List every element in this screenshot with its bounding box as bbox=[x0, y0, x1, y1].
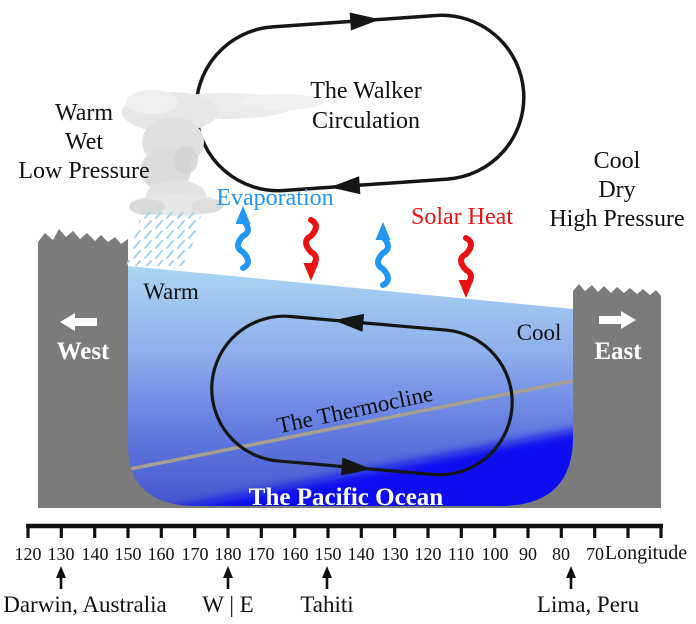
ocean-loop-west-arrow-icon bbox=[333, 313, 365, 332]
east-label: East bbox=[594, 338, 642, 365]
tick-label: 180 bbox=[214, 544, 242, 564]
west-condition-line: Wet bbox=[64, 129, 104, 155]
marker-label-dateline: W | E bbox=[202, 592, 254, 617]
solar-heat-arrow-icon bbox=[458, 235, 474, 298]
west-condition-line: Warm bbox=[54, 100, 114, 126]
evaporation-arrow-icon bbox=[375, 222, 391, 288]
tick-label: 120 bbox=[14, 544, 42, 564]
tick-label: 70 bbox=[586, 544, 604, 564]
tick-label: 120 bbox=[414, 544, 442, 564]
marker-arrow-icon bbox=[223, 566, 233, 589]
west-arrow-icon bbox=[60, 313, 97, 331]
west-condition-line: Low Pressure bbox=[18, 158, 150, 184]
cool-water-label: Cool bbox=[516, 320, 562, 345]
west-landmass bbox=[38, 229, 128, 508]
walker-circulation-loop bbox=[194, 12, 526, 195]
warm-water-label: Warm bbox=[143, 279, 199, 304]
longitude-axis-ruler bbox=[26, 523, 663, 538]
walker-title-line: Circulation bbox=[312, 108, 420, 134]
marker-label-darwin: Darwin, Australia bbox=[3, 592, 167, 617]
walker-circulation-label: The Walker Circulation bbox=[310, 76, 422, 136]
tick-label: 90 bbox=[519, 544, 537, 564]
marker-arrow-icon bbox=[56, 566, 66, 589]
east-conditions-label: Cool Dry High Pressure bbox=[549, 147, 684, 234]
marker-label-tahiti: Tahiti bbox=[300, 592, 354, 617]
solar-heat-label: Solar Heat bbox=[411, 204, 513, 230]
tick-label: 160 bbox=[281, 544, 309, 564]
east-condition-line: High Pressure bbox=[549, 206, 685, 232]
tick-label: 130 bbox=[47, 544, 75, 564]
tick-label: 80 bbox=[552, 544, 570, 564]
solar-heat-arrow-icon bbox=[303, 217, 319, 281]
evaporation-arrow-icon bbox=[235, 206, 251, 271]
tick-label: 170 bbox=[181, 544, 209, 564]
tick-label: 110 bbox=[447, 544, 475, 564]
tick-label: 140 bbox=[81, 544, 109, 564]
east-condition-line: Dry bbox=[598, 177, 636, 203]
walker-title-line: The Walker bbox=[310, 78, 422, 104]
marker-arrow-icon bbox=[566, 566, 576, 589]
thermocline-line bbox=[128, 377, 573, 473]
tick-label: 150 bbox=[114, 544, 142, 564]
marker-label-lima: Lima, Peru bbox=[536, 592, 640, 617]
marker-arrow-icon bbox=[322, 566, 332, 589]
tick-label: 100 bbox=[481, 544, 509, 564]
tick-label: 140 bbox=[347, 544, 375, 564]
tick-label: 160 bbox=[147, 544, 175, 564]
storm-cloud-icon bbox=[122, 90, 324, 216]
walker-loop-west-arrow-icon bbox=[329, 176, 361, 195]
west-label: West bbox=[56, 338, 110, 365]
walker-loop-east-arrow-icon bbox=[349, 12, 381, 31]
evaporation-label: Evaporation bbox=[216, 185, 334, 211]
tick-label: 130 bbox=[381, 544, 409, 564]
ocean-circulation-loop bbox=[210, 313, 514, 477]
ocean-loop-east-arrow-icon bbox=[340, 457, 372, 476]
rain-icon bbox=[126, 212, 202, 266]
longitude-axis-title: Longitude bbox=[604, 542, 688, 564]
pacific-ocean-label: The Pacific Ocean bbox=[248, 484, 444, 511]
west-conditions-label: Warm Wet Low Pressure bbox=[18, 99, 149, 186]
tick-label: 150 bbox=[314, 544, 342, 564]
east-condition-line: Cool bbox=[593, 148, 641, 174]
tick-label: 170 bbox=[247, 544, 275, 564]
deep-water-wedge bbox=[135, 428, 573, 506]
east-landmass bbox=[573, 284, 661, 508]
east-arrow-icon bbox=[599, 311, 636, 329]
axis-tick-marks bbox=[26, 526, 663, 538]
